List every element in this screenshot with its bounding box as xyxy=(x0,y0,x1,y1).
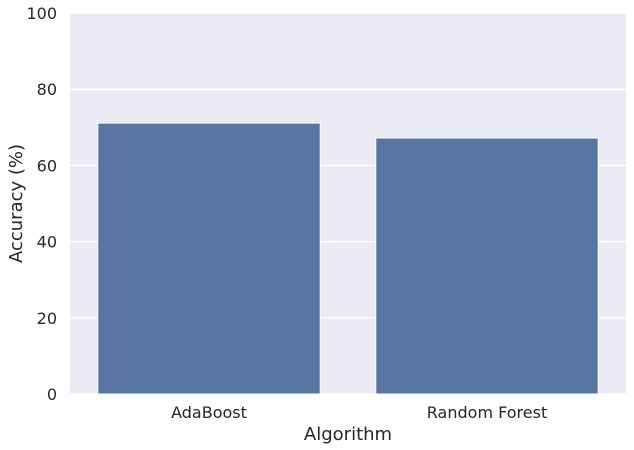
x-axis-label: Algorithm xyxy=(304,424,392,445)
x-axis-ticks: AdaBoost Random Forest xyxy=(171,403,547,422)
y-tick-label: 40 xyxy=(37,233,57,252)
x-tick-label: AdaBoost xyxy=(171,403,247,422)
y-tick-label: 20 xyxy=(37,309,57,328)
y-tick-label: 60 xyxy=(37,156,57,175)
bars xyxy=(97,122,599,395)
y-axis-ticks: 0 20 40 60 80 100 xyxy=(26,4,57,404)
y-tick-label: 0 xyxy=(47,385,57,404)
y-tick-label: 100 xyxy=(26,4,57,23)
x-tick-label: Random Forest xyxy=(427,403,547,422)
y-tick-label: 80 xyxy=(37,80,57,99)
bar-adaboost xyxy=(97,122,321,395)
bar-random-forest xyxy=(375,137,599,395)
y-axis-label: Accuracy (%) xyxy=(6,144,27,263)
